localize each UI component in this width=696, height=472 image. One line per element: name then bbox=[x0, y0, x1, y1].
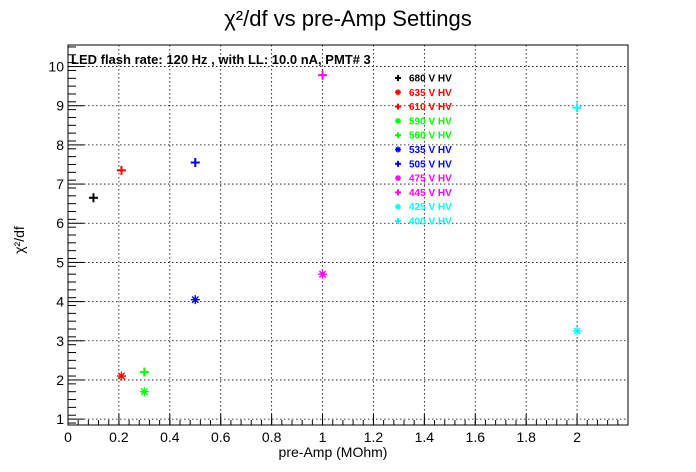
legend-entry: 560 V HV bbox=[409, 131, 452, 142]
legend-entry: 635 V HV bbox=[409, 88, 452, 99]
legend-entry: 425 V HV bbox=[409, 202, 452, 213]
y-tick-labels: 1 2 3 4 5 6 7 8 9 10 bbox=[48, 59, 64, 428]
data-point bbox=[190, 295, 200, 305]
legend-marker bbox=[395, 132, 401, 139]
legend-entry: 475 V HV bbox=[409, 174, 452, 185]
legend-entry: 590 V HV bbox=[409, 116, 452, 127]
x-tick-label: 1.8 bbox=[516, 429, 536, 445]
data-point bbox=[572, 326, 582, 336]
chart-annotation: LED flash rate: 120 Hz , with LL: 10.0 n… bbox=[71, 52, 371, 67]
y-axis-label: χ²/df bbox=[11, 226, 27, 254]
x-tick-label: 0.8 bbox=[262, 429, 282, 445]
y-tick-label: 2 bbox=[56, 372, 64, 388]
x-tick-label: 1.2 bbox=[364, 429, 384, 445]
legend-marker bbox=[395, 75, 401, 81]
legend-entry: 445 V HV bbox=[409, 188, 452, 199]
axis-ticks bbox=[67, 46, 629, 425]
x-tick-label: 0.4 bbox=[160, 429, 180, 445]
legend-entry: 505 V HV bbox=[409, 159, 452, 170]
chart-title: χ²/df vs pre-Amp Settings bbox=[224, 6, 472, 31]
x-tick-label: 1 bbox=[319, 429, 327, 445]
y-tick-label: 6 bbox=[56, 215, 64, 231]
legend-entry: 535 V HV bbox=[409, 145, 452, 156]
data-point bbox=[116, 371, 126, 381]
data-points bbox=[88, 70, 582, 397]
x-tick-label: 0 bbox=[64, 429, 72, 445]
x-tick-label: 1.6 bbox=[466, 429, 486, 445]
legend-marker bbox=[395, 160, 401, 167]
legend-entry: 680 V HV bbox=[409, 74, 452, 85]
y-tick-label: 3 bbox=[56, 333, 64, 349]
legend-marker bbox=[395, 218, 401, 224]
data-point bbox=[139, 367, 149, 377]
legend-entry: 400 V HV bbox=[409, 217, 452, 228]
legend-marker bbox=[395, 103, 401, 110]
legend: 680 V HV 635 V HV 610 V HV 590 V HV 560 V HV… bbox=[395, 74, 452, 228]
x-tick-label: 0.6 bbox=[211, 429, 231, 445]
data-point bbox=[318, 269, 328, 279]
legend-marker bbox=[395, 175, 401, 182]
data-point bbox=[190, 158, 200, 168]
data-point bbox=[116, 165, 126, 175]
y-tick-label: 5 bbox=[56, 254, 64, 270]
y-tick-label: 7 bbox=[56, 176, 64, 192]
legend-marker bbox=[395, 203, 401, 210]
y-tick-label: 10 bbox=[48, 59, 64, 75]
legend-entry: 610 V HV bbox=[409, 102, 452, 113]
legend-marker bbox=[395, 117, 401, 124]
legend-marker bbox=[395, 146, 401, 153]
y-tick-label: 4 bbox=[56, 294, 64, 310]
legend-marker bbox=[395, 189, 401, 196]
x-axis-label: pre-Amp (MOhm) bbox=[279, 444, 388, 460]
y-tick-label: 8 bbox=[56, 137, 64, 153]
y-tick-label: 9 bbox=[56, 98, 64, 114]
x-tick-label: 0.2 bbox=[109, 429, 129, 445]
data-point bbox=[572, 103, 582, 113]
grid-lines bbox=[68, 45, 628, 425]
x-tick-label: 1.4 bbox=[415, 429, 435, 445]
x-tick-labels: 0 0.2 0.4 0.6 0.8 1 1.2 1.4 1.6 1.8 2 bbox=[64, 429, 581, 445]
data-point bbox=[318, 70, 328, 80]
y-tick-label: 1 bbox=[56, 411, 64, 427]
data-point bbox=[139, 387, 149, 397]
legend-marker bbox=[395, 89, 401, 96]
data-point bbox=[88, 193, 98, 203]
x-tick-label: 2 bbox=[573, 429, 581, 445]
